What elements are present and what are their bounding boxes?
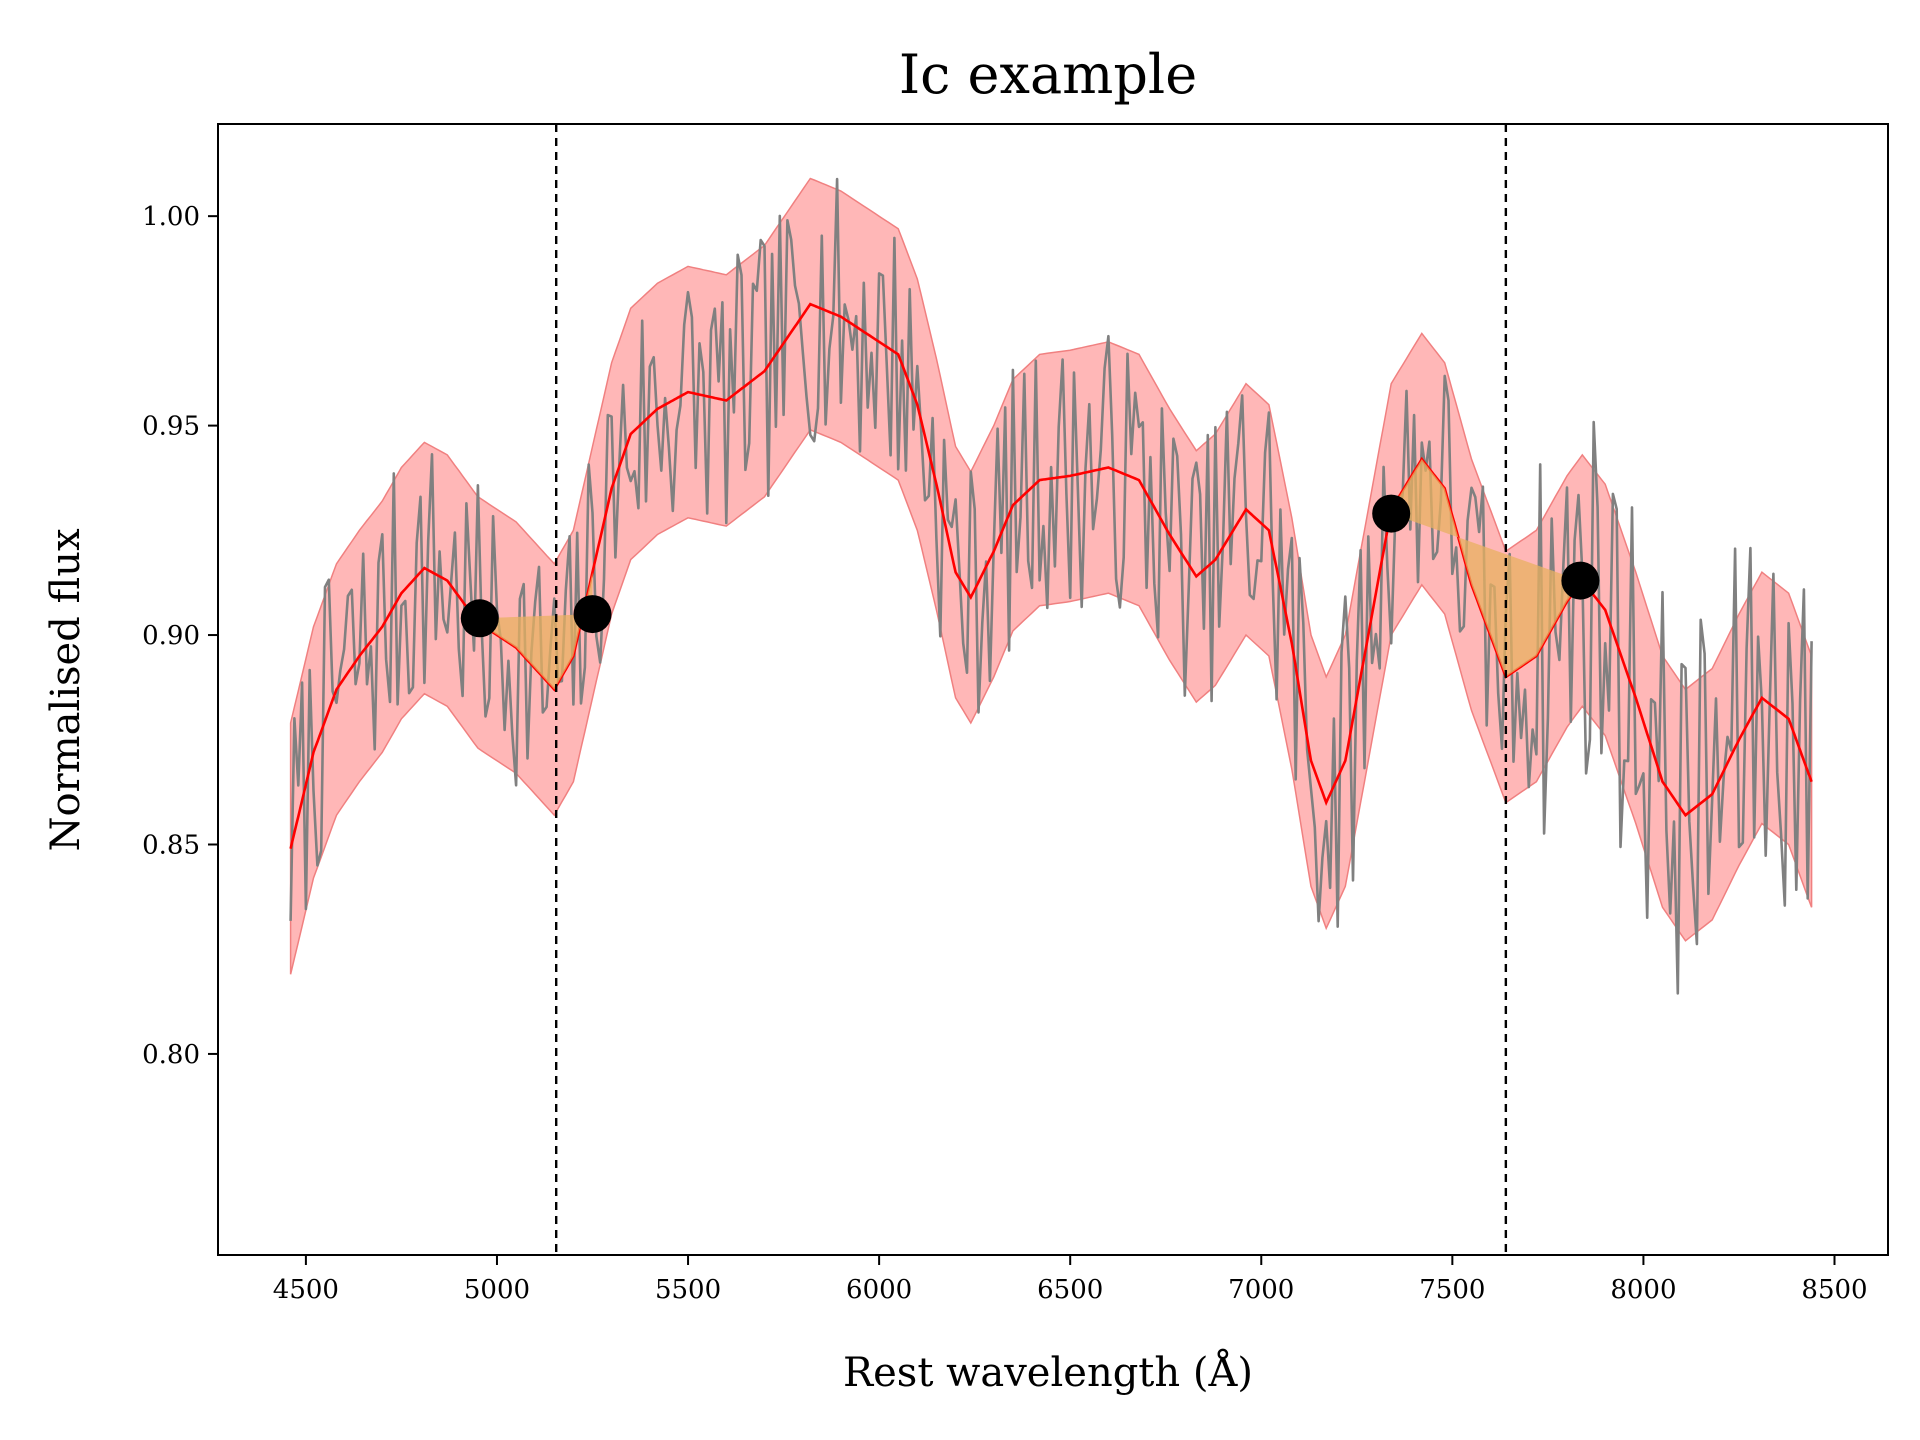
chart-title: Ic example — [899, 43, 1197, 106]
y-axis-label: Normalised flux — [43, 528, 89, 852]
observed-spectrum-line — [289, 177, 1813, 995]
uncertainty-band — [289, 177, 1813, 975]
x-tick-label: 6000 — [846, 1275, 912, 1305]
x-tick-label: 5500 — [655, 1275, 721, 1305]
feature-region-1 — [479, 572, 593, 690]
y-tick-label: 1.00 — [142, 202, 200, 232]
x-tick-label: 8000 — [1610, 1275, 1676, 1305]
x-tick-label: 7500 — [1419, 1275, 1485, 1305]
feature-marker-2 — [573, 595, 612, 634]
y-tick-label: 0.95 — [142, 412, 200, 442]
y-tick-label: 0.80 — [142, 1040, 200, 1070]
y-tick-label: 0.85 — [142, 830, 200, 860]
x-tick-label: 5000 — [464, 1275, 530, 1305]
x-tick-label: 6500 — [1037, 1275, 1103, 1305]
y-tick-label: 0.90 — [142, 621, 200, 651]
feature-region-2 — [1391, 459, 1581, 677]
axes-frame — [217, 123, 1889, 1256]
plot-area — [289, 124, 1813, 1255]
feature-marker-3 — [1372, 494, 1411, 533]
x-tick-label: 4500 — [273, 1275, 339, 1305]
x-tick-label: 7000 — [1228, 1275, 1294, 1305]
x-tick-label: 8500 — [1801, 1275, 1867, 1305]
x-axis-label: Rest wavelength (Å) — [843, 1349, 1253, 1396]
tick-group: 4500 5000 5500 6000 6500 7000 7500 8000 8500 0.80… — [142, 202, 1867, 1305]
feature-marker-4 — [1561, 561, 1600, 600]
feature-marker-1 — [460, 599, 499, 638]
